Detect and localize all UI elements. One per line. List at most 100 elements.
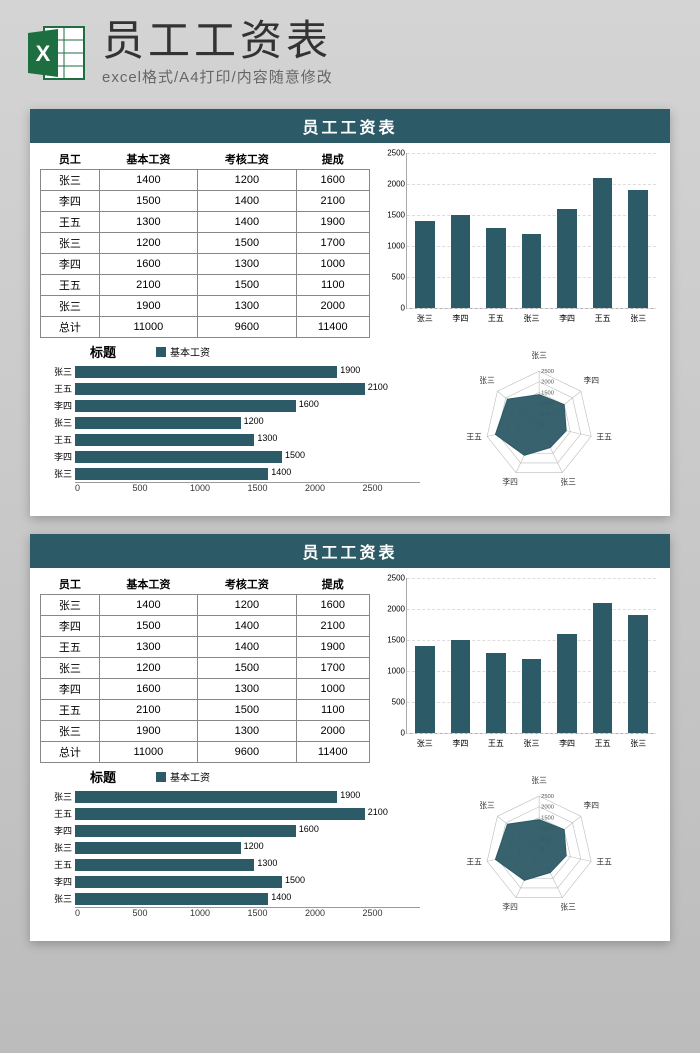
table-cell: 2000 xyxy=(296,296,369,317)
table-cell: 1400 xyxy=(198,191,296,212)
hbar-x-tick: 2000 xyxy=(305,483,363,493)
table-cell: 张三 xyxy=(41,296,100,317)
lower-charts: 标题基本工资张三1900王五2100李四1600张三1200王五1300李四15… xyxy=(30,338,670,508)
salary-table: 员工基本工资考核工资提成张三140012001600李四150014002100… xyxy=(40,149,370,338)
main-title: 员工工资表 xyxy=(102,18,676,64)
hbar-x-tick: 0 xyxy=(75,908,133,918)
excel-icon: X xyxy=(24,21,88,85)
y-tick-label: 0 xyxy=(381,304,405,313)
table-cell: 11000 xyxy=(99,317,197,338)
hbar-value-label: 1500 xyxy=(285,875,305,885)
horizontal-bar-chart: 标题基本工资张三1900王五2100李四1600张三1200王五1300李四15… xyxy=(40,342,420,508)
y-tick-label: 1500 xyxy=(381,636,405,645)
table-cell: 1000 xyxy=(296,679,369,700)
y-tick-label: 2500 xyxy=(381,574,405,583)
table-cell: 1700 xyxy=(296,233,369,254)
table-cell: 1500 xyxy=(198,233,296,254)
table-cell: 1900 xyxy=(99,296,197,317)
table-cell: 1000 xyxy=(296,254,369,275)
hbar-x-tick: 0 xyxy=(75,483,133,493)
radar-category-label: 王五 xyxy=(596,433,612,442)
hbar-bar xyxy=(75,893,268,905)
table-cell: 2100 xyxy=(296,616,369,637)
column-bar xyxy=(451,215,471,308)
hbar-category-label: 张三 xyxy=(40,790,72,803)
hbar-value-label: 1300 xyxy=(257,858,277,868)
x-tick-label: 张三 xyxy=(524,313,540,324)
worksheet: 员工工资表员工基本工资考核工资提成张三140012001600李四1500140… xyxy=(30,109,670,516)
table-cell: 王五 xyxy=(41,275,100,296)
table-row: 张三140012001600 xyxy=(41,170,370,191)
table-cell: 总计 xyxy=(41,317,100,338)
hbar-value-label: 1400 xyxy=(271,467,291,477)
table-header: 基本工资 xyxy=(99,149,197,170)
y-tick-label: 2000 xyxy=(381,180,405,189)
lower-charts: 标题基本工资张三1900王五2100李四1600张三1200王五1300李四15… xyxy=(30,763,670,933)
radar-category-label: 王五 xyxy=(466,858,482,867)
x-tick-label: 王五 xyxy=(488,738,504,749)
table-cell: 1400 xyxy=(99,170,197,191)
table-cell: 1600 xyxy=(296,170,369,191)
hbar-bar xyxy=(75,876,282,888)
hbar-bar xyxy=(75,791,337,803)
hbar-x-tick: 2000 xyxy=(305,908,363,918)
hbar-value-label: 2100 xyxy=(368,382,388,392)
column-bar xyxy=(522,659,542,733)
sheet-body: 员工基本工资考核工资提成张三140012001600李四150014002100… xyxy=(30,568,670,763)
hbar-x-tick: 1500 xyxy=(248,908,306,918)
table-cell: 李四 xyxy=(41,616,100,637)
table-header: 考核工资 xyxy=(198,574,296,595)
table-cell: 1700 xyxy=(296,658,369,679)
hbar-value-label: 1300 xyxy=(257,433,277,443)
table-cell: 张三 xyxy=(41,170,100,191)
table-cell: 1200 xyxy=(198,595,296,616)
table-cell: 1300 xyxy=(198,679,296,700)
hbar-bar xyxy=(75,366,337,378)
worksheet: 员工工资表员工基本工资考核工资提成张三140012001600李四1500140… xyxy=(30,534,670,941)
x-tick-label: 王五 xyxy=(488,313,504,324)
hbar-category-label: 张三 xyxy=(40,892,72,905)
table-cell: 1500 xyxy=(198,700,296,721)
radar-chart: 张三李四王五张三李四王五张三05001000150020002500 xyxy=(428,767,660,932)
table-cell: 1100 xyxy=(296,700,369,721)
page-header: X 员工工资表 excel格式/A4打印/内容随意修改 xyxy=(0,0,700,97)
x-tick-label: 王五 xyxy=(595,313,611,324)
table-cell: 9600 xyxy=(198,742,296,763)
table-row: 张三120015001700 xyxy=(41,658,370,679)
table-cell: 1300 xyxy=(198,254,296,275)
table-cell: 1200 xyxy=(99,658,197,679)
title-block: 员工工资表 excel格式/A4打印/内容随意修改 xyxy=(102,18,676,87)
column-bar xyxy=(628,615,648,733)
table-cell: 1200 xyxy=(198,170,296,191)
x-tick-label: 李四 xyxy=(452,738,468,749)
hbar-bar xyxy=(75,434,254,446)
column-bar xyxy=(415,646,435,733)
table-cell: 王五 xyxy=(41,637,100,658)
radar-category-label: 李四 xyxy=(584,800,600,810)
radar-category-label: 张三 xyxy=(531,776,547,785)
radar-r-tick: 2500 xyxy=(541,369,554,375)
y-tick-label: 500 xyxy=(381,273,405,282)
hbar-category-label: 张三 xyxy=(40,365,72,378)
table-cell: 李四 xyxy=(41,191,100,212)
table-cell: 王五 xyxy=(41,700,100,721)
hbar-category-label: 王五 xyxy=(40,433,72,446)
hbar-value-label: 1900 xyxy=(340,790,360,800)
radar-category-label: 张三 xyxy=(560,903,576,912)
table-cell: 1300 xyxy=(198,296,296,317)
table-row: 总计11000960011400 xyxy=(41,742,370,763)
hbar-bar xyxy=(75,825,296,837)
column-bar xyxy=(557,209,577,308)
hbar-bar xyxy=(75,842,241,854)
radar-category-label: 张三 xyxy=(560,478,576,487)
radar-category-label: 王五 xyxy=(596,858,612,867)
table-cell: 1300 xyxy=(99,637,197,658)
radar-series xyxy=(495,395,566,456)
x-tick-label: 李四 xyxy=(559,313,575,324)
table-row: 王五210015001100 xyxy=(41,700,370,721)
hbar-value-label: 1900 xyxy=(340,365,360,375)
hbar-category-label: 李四 xyxy=(40,450,72,463)
hbar-bar xyxy=(75,468,268,480)
hbar-value-label: 1400 xyxy=(271,892,291,902)
y-tick-label: 1500 xyxy=(381,211,405,220)
